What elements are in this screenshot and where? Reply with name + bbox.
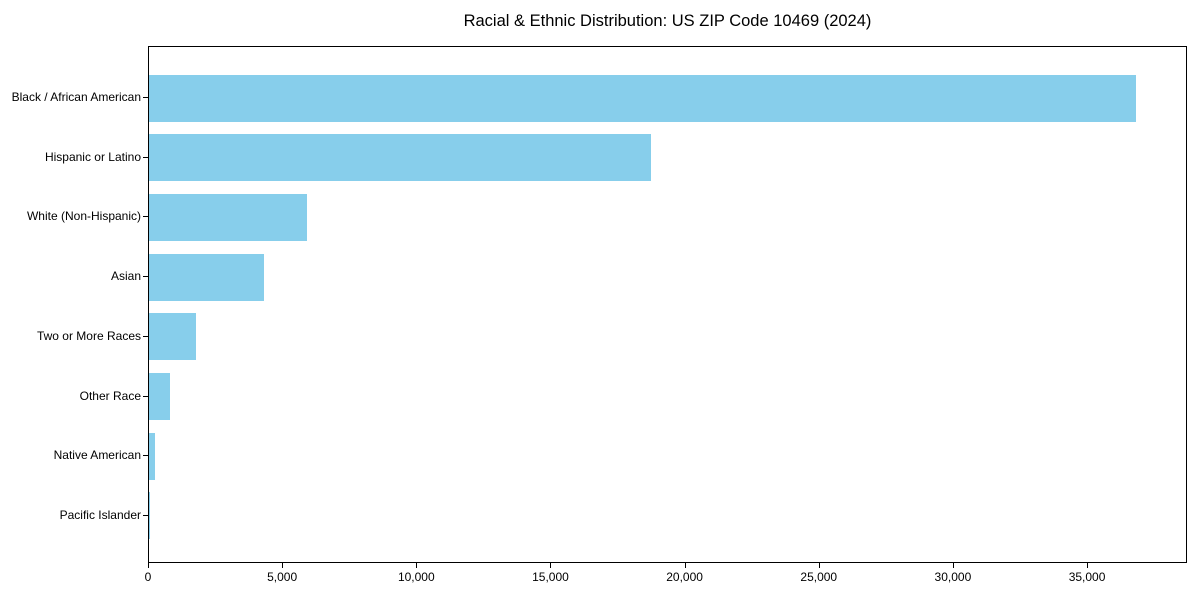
y-tick-label: Black / African American <box>11 90 141 104</box>
chart-title: Racial & Ethnic Distribution: US ZIP Cod… <box>463 12 872 30</box>
x-tick-label: 25,000 <box>800 570 838 584</box>
x-tick-label: 15,000 <box>532 570 569 584</box>
x-tick-label: 35,000 <box>1068 570 1106 584</box>
y-tick-mark <box>143 216 148 218</box>
x-tick-mark <box>684 563 686 568</box>
plot-area <box>148 46 1187 563</box>
y-tick-mark <box>143 97 148 98</box>
bar-native-american <box>149 432 156 480</box>
x-tick-label: 20,000 <box>666 570 703 584</box>
bar-asian <box>149 253 265 301</box>
y-tick-label: Two or More Races <box>36 328 141 343</box>
y-tick-label: Hispanic or Latino <box>44 149 141 164</box>
y-tick-mark <box>143 395 148 397</box>
x-tick-label: 10,000 <box>397 570 435 584</box>
y-tick-label: Native American <box>53 448 141 463</box>
y-tick-mark <box>143 276 148 278</box>
x-tick-mark <box>282 563 284 568</box>
y-tick-mark <box>143 455 148 457</box>
y-tick-mark <box>143 156 148 158</box>
bar-white-non-hispanic <box>149 193 308 241</box>
y-tick-label: White (Non-Hispanic) <box>26 209 141 224</box>
y-tick-label: Other Race <box>79 388 141 403</box>
x-tick-mark <box>818 563 820 568</box>
x-tick-mark <box>1087 563 1089 568</box>
bar-hispanic-or-latino <box>149 134 651 182</box>
x-tick-mark <box>148 563 149 568</box>
x-tick-label: 5,000 <box>267 570 298 584</box>
x-tick-mark <box>550 563 552 568</box>
x-tick-mark <box>416 563 418 568</box>
bar-other-race <box>149 373 170 421</box>
bar-two-or-more-races <box>149 313 196 361</box>
bar-pacific-islander <box>149 492 150 540</box>
x-tick-mark <box>952 563 954 568</box>
x-tick-label: 0 <box>144 570 152 584</box>
bar-black-african-american <box>149 74 1137 122</box>
y-tick-label: Pacific Islander <box>59 507 141 522</box>
y-tick-mark <box>143 514 148 516</box>
x-tick-label: 30,000 <box>934 570 972 584</box>
y-tick-label: Asian <box>110 269 141 284</box>
y-tick-mark <box>143 335 148 337</box>
